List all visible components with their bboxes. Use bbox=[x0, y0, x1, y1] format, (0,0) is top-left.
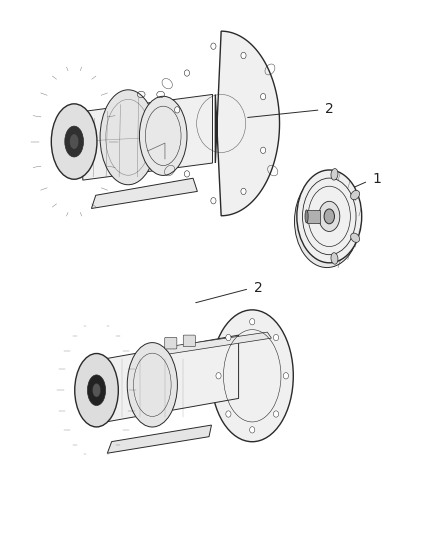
Polygon shape bbox=[165, 332, 272, 354]
Ellipse shape bbox=[351, 190, 360, 200]
Ellipse shape bbox=[70, 134, 79, 149]
Polygon shape bbox=[107, 425, 212, 453]
Polygon shape bbox=[92, 178, 198, 208]
Circle shape bbox=[216, 373, 221, 379]
Polygon shape bbox=[307, 210, 320, 223]
Polygon shape bbox=[103, 335, 239, 423]
Ellipse shape bbox=[100, 90, 156, 185]
Ellipse shape bbox=[88, 375, 106, 406]
Circle shape bbox=[184, 171, 190, 177]
Circle shape bbox=[273, 411, 279, 417]
Circle shape bbox=[184, 70, 190, 76]
Ellipse shape bbox=[75, 353, 118, 427]
Polygon shape bbox=[215, 31, 279, 216]
Text: 2: 2 bbox=[254, 280, 262, 295]
Ellipse shape bbox=[211, 310, 293, 442]
Ellipse shape bbox=[51, 104, 97, 179]
Circle shape bbox=[273, 334, 279, 341]
Ellipse shape bbox=[92, 383, 101, 397]
Ellipse shape bbox=[324, 209, 335, 224]
Circle shape bbox=[211, 43, 216, 50]
Circle shape bbox=[211, 198, 216, 204]
Ellipse shape bbox=[297, 170, 362, 263]
Ellipse shape bbox=[331, 168, 338, 180]
Circle shape bbox=[283, 373, 289, 379]
FancyBboxPatch shape bbox=[165, 337, 177, 349]
Polygon shape bbox=[83, 94, 212, 180]
Ellipse shape bbox=[65, 126, 84, 157]
Circle shape bbox=[226, 334, 231, 341]
Ellipse shape bbox=[139, 96, 187, 175]
Ellipse shape bbox=[319, 201, 340, 231]
Circle shape bbox=[261, 93, 266, 100]
Ellipse shape bbox=[331, 253, 338, 264]
Ellipse shape bbox=[351, 233, 360, 243]
Circle shape bbox=[250, 427, 255, 433]
FancyBboxPatch shape bbox=[183, 335, 195, 346]
Circle shape bbox=[241, 52, 246, 59]
Circle shape bbox=[261, 147, 266, 154]
Circle shape bbox=[226, 411, 231, 417]
Circle shape bbox=[250, 319, 255, 325]
Text: 2: 2 bbox=[325, 102, 334, 116]
Ellipse shape bbox=[305, 210, 308, 223]
Text: 1: 1 bbox=[372, 173, 381, 187]
Circle shape bbox=[175, 107, 180, 113]
Ellipse shape bbox=[127, 343, 177, 427]
Ellipse shape bbox=[294, 175, 359, 268]
Circle shape bbox=[241, 188, 246, 195]
